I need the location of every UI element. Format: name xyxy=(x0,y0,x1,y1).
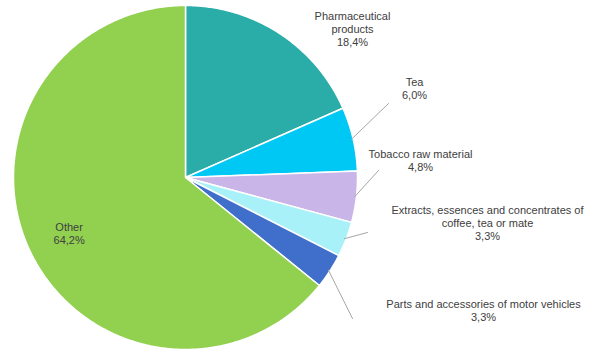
svg-text:Parts and accessories of motor: Parts and accessories of motor vehicles3… xyxy=(386,298,581,323)
svg-text:Other64,2%: Other64,2% xyxy=(54,221,85,246)
svg-text:Tea6,0%: Tea6,0% xyxy=(402,76,427,101)
svg-text:Extracts, essences and concent: Extracts, essences and concentrates ofco… xyxy=(392,204,585,242)
svg-text:Pharmaceuticalproducts18,4%: Pharmaceuticalproducts18,4% xyxy=(315,10,391,48)
svg-text:Tobacco raw material4,8%: Tobacco raw material4,8% xyxy=(369,148,473,173)
